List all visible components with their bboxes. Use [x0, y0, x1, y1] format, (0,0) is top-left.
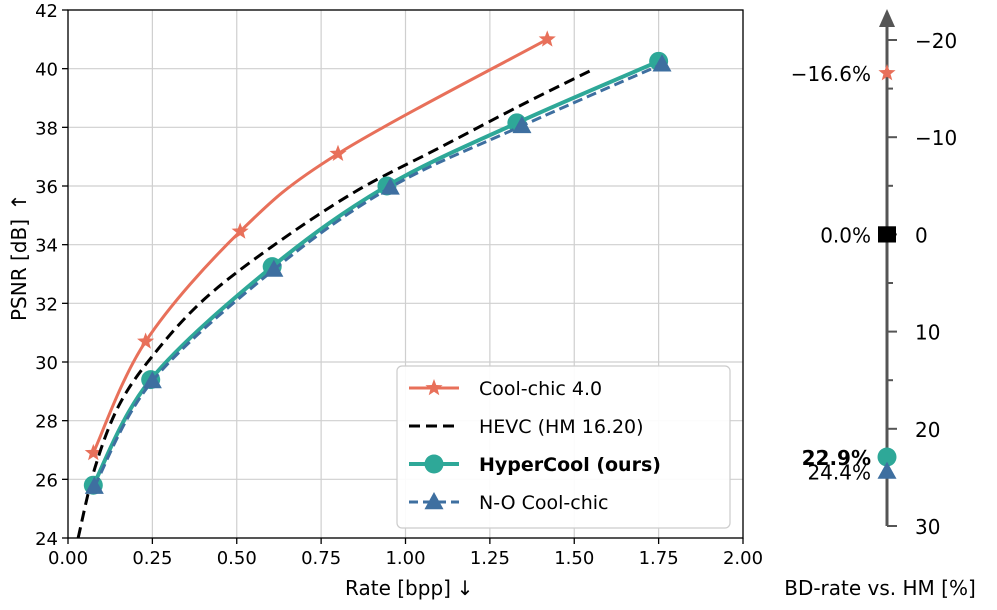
- y-tick-label: 36: [35, 177, 58, 198]
- y-tick-label: 28: [35, 412, 58, 433]
- series-line: [91, 38, 548, 454]
- data-point: [84, 476, 104, 494]
- bd-tick-label: −10: [915, 126, 957, 150]
- data-point: [137, 332, 155, 349]
- y-tick-label: 30: [35, 353, 58, 374]
- data-point: [231, 222, 249, 239]
- legend-marker: [424, 492, 444, 510]
- series-0: [84, 30, 556, 461]
- legend-marker: [425, 379, 443, 396]
- bd-value-label: 24.4%: [807, 461, 871, 485]
- bd-marker: [877, 447, 897, 467]
- data-point: [84, 443, 102, 461]
- legend-label: HEVC (HM 16.20): [479, 416, 644, 438]
- y-tick-label: 24: [35, 529, 58, 550]
- grid-layer: [67, 9, 744, 539]
- series-1: [76, 67, 596, 539]
- bd-rate-layer: −20 −10 0 10 20 30 −16.6% 0.0% 22.9%24.4%: [791, 9, 957, 539]
- series-line: [76, 67, 596, 539]
- bd-tick-label: 0: [915, 223, 928, 247]
- bd-rate-axis-label: BD-rate vs. HM [%]: [784, 576, 976, 600]
- axes-layer: 0.00 0.25 0.50 0.75 1.00 1.25 1.50 1.75 2.00 24 26…: [35, 1, 763, 569]
- y-tick-label: 34: [35, 236, 58, 257]
- x-tick-label: 0.50: [217, 548, 257, 569]
- y-tick-label: 42: [35, 1, 58, 22]
- legend-entry: HEVC (HM 16.20): [409, 416, 644, 438]
- bd-tick-label: 30: [915, 515, 940, 539]
- legend-marker: [424, 454, 444, 474]
- bd-value-label: 22.9%: [802, 446, 871, 470]
- legend-entry: Cool-chic 4.0: [409, 378, 602, 400]
- x-tick-label: 0.00: [48, 548, 88, 569]
- y-tick-label: 40: [35, 60, 58, 81]
- data-point: [380, 177, 400, 195]
- x-tick-label: 0.25: [132, 548, 172, 569]
- legend-entry: HyperCool (ours): [409, 454, 661, 476]
- y-axis-arrow: ↑: [7, 194, 31, 211]
- legend-label: N-O Cool-chic: [479, 492, 608, 514]
- legend-entry: N-O Cool-chic: [409, 492, 608, 514]
- bd-value-label: −16.6%: [791, 62, 871, 86]
- y-tick-label: 26: [35, 470, 58, 491]
- x-axis-arrow: ↓: [457, 576, 474, 600]
- legend-layer: Cool-chic 4.0 HEVC (HM 16.20) HyperCool (o…: [396, 365, 731, 529]
- bd-tick-label: −20: [915, 29, 957, 53]
- data-point: [142, 371, 162, 389]
- y-tick-label: 32: [35, 294, 58, 315]
- x-axis-label: Rate [bpp]: [345, 576, 451, 600]
- x-tick-label: 1.75: [639, 548, 679, 569]
- data-point: [329, 144, 347, 162]
- x-tick-label: 1.25: [470, 548, 510, 569]
- bd-marker: [878, 226, 896, 243]
- data-point: [538, 30, 556, 47]
- bd-value-label: 0.0%: [820, 223, 871, 247]
- y-axis-label: PSNR [dB]: [7, 219, 31, 321]
- legend-box: [396, 365, 731, 529]
- legend-label: Cool-chic 4.0: [479, 378, 602, 400]
- data-point: [652, 54, 672, 72]
- bd-marker: [878, 64, 896, 81]
- bd-tick-label: 10: [915, 321, 940, 345]
- bd-marker: [877, 461, 897, 479]
- series-layer: [76, 30, 672, 539]
- x-tick-label: 0.75: [301, 548, 341, 569]
- data-point: [264, 259, 284, 277]
- x-tick-label: 1.50: [554, 548, 594, 569]
- bd-tick-label: 20: [915, 418, 940, 442]
- bd-axis-arrowhead: [879, 9, 895, 27]
- data-point: [512, 115, 532, 134]
- legend-label: HyperCool (ours): [479, 454, 661, 476]
- x-tick-label: 2.00: [723, 548, 763, 569]
- x-tick-label: 1.00: [385, 548, 425, 569]
- series-line: [93, 62, 663, 488]
- y-tick-label: 38: [35, 118, 58, 139]
- series-3: [84, 54, 672, 494]
